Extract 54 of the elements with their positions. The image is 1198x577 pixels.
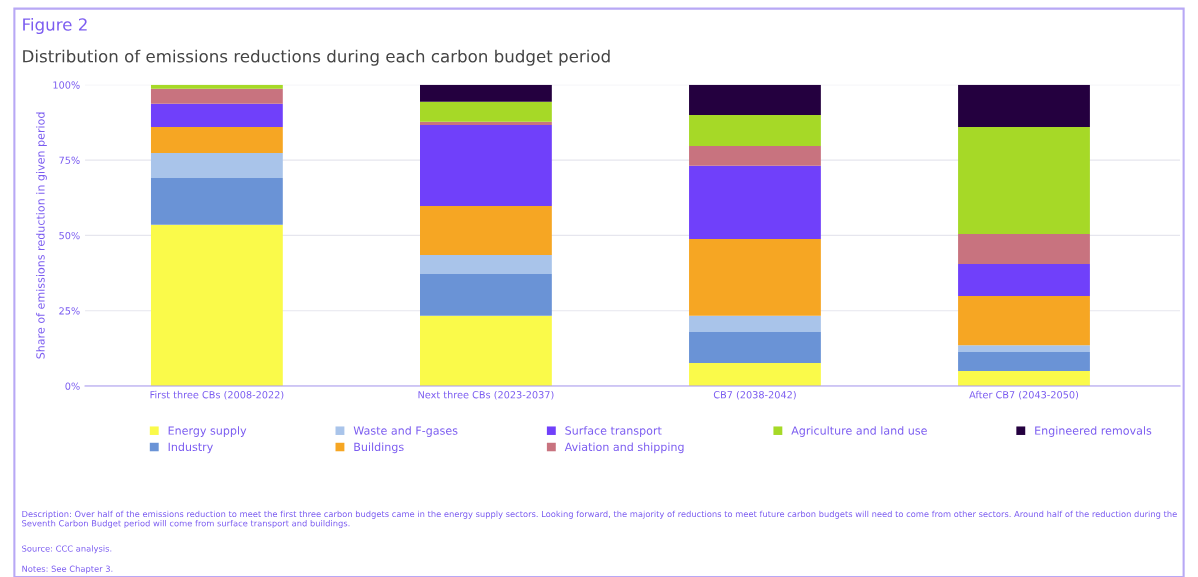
y-tick-label: 75% (59, 156, 80, 164)
bar (689, 114, 821, 146)
legend-label: Waste and F-gases (353, 426, 458, 437)
text: Notes: See Chapter 3. (22, 565, 113, 574)
bar (958, 370, 1090, 387)
source-note: Source: CCC analysis. (22, 545, 112, 554)
y-tick-label: 100% (53, 81, 80, 89)
bar (958, 264, 1090, 296)
bar (150, 103, 283, 127)
bar (958, 233, 1090, 265)
text: Description: Over half of the emissions reduction to meet the first three carbon budgets came in the energy supply sectors. Looking forward, the majority of reductions to meet future carbon budgets will need to come from other sectors. Around half of the reduction during the Seventh Carbon Budget period will come from surface transport and buildings. (22, 510, 1177, 529)
legend-label: Engineered removals (1035, 426, 1152, 437)
bar (420, 315, 552, 387)
x-tick-label: Next three CBs (2023-2037) (418, 390, 554, 400)
legend-label: Energy supply (168, 426, 247, 437)
bar (689, 145, 821, 166)
bar (420, 124, 552, 206)
y-tick-label: 25% (59, 307, 80, 315)
legend-label: Surface transport (565, 426, 662, 437)
legend-label: Buildings (354, 442, 404, 454)
bar (420, 254, 552, 274)
bar (689, 332, 821, 364)
bar (420, 101, 552, 122)
bar (150, 152, 283, 178)
y-tick-label: 0% (65, 382, 80, 390)
chart-title: Figure 2 (23, 17, 87, 35)
bar (150, 224, 283, 387)
bar (958, 295, 1090, 346)
bar (420, 273, 552, 316)
legend-label: Agriculture and land use (791, 426, 927, 437)
chart-subtitle: Distribution of emissions reductions during each carbon budget period (23, 49, 610, 66)
bar (420, 205, 552, 255)
y-axis-title: Share of emissions reduction in given period (36, 112, 47, 359)
x-tick-label: CB7 (2038-2042) (713, 390, 796, 400)
bar (150, 126, 283, 153)
bar (958, 345, 1090, 352)
bar (150, 177, 283, 225)
bar (150, 88, 283, 104)
bar (958, 84, 1090, 127)
y-tick-label: 50% (59, 231, 80, 240)
x-tick-label: After CB7 (2043-2050) (969, 390, 1079, 400)
legend-label: Industry (168, 442, 213, 454)
bar (689, 165, 821, 240)
bar (150, 84, 283, 89)
bar (958, 126, 1090, 234)
bar (420, 84, 552, 102)
bar (958, 351, 1090, 371)
bar (689, 84, 821, 115)
bar (689, 239, 821, 316)
x-tick-label: First three CBs (2008-2022) (150, 390, 284, 400)
bar (689, 315, 821, 333)
bar (689, 363, 821, 387)
bar (420, 121, 552, 125)
legend-label: Aviation and shipping (564, 442, 684, 454)
